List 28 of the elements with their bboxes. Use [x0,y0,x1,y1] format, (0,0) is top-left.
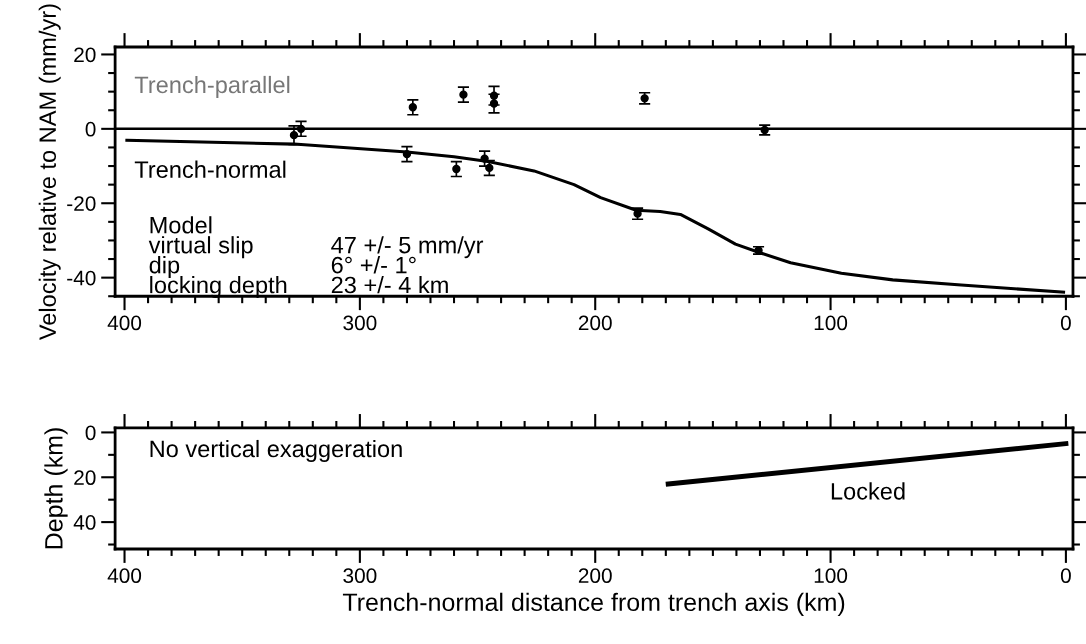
annotation: dip [149,256,180,279]
x-tick-label: 0 [1060,568,1071,584]
y-tick-label: 40 [73,515,96,530]
x-tick-label: 400 [107,315,142,331]
x-tick-label: 400 [107,568,142,584]
x-tick-label: 200 [578,315,612,331]
series-label: Trench-parallel [134,75,290,98]
annotation: 23 +/- 4 km [331,276,448,294]
y-tick-label: 0 [85,121,96,137]
y-tick-label: -20 [67,196,96,211]
x-tick-label: 300 [343,568,377,584]
annotation: No vertical exaggeration [150,439,402,462]
x-tick-label: 0 [1060,315,1071,331]
y-tick-label: -40 [67,270,96,286]
x-tick-label: 100 [814,568,848,584]
y-axis-title: Depth (km) [44,428,68,549]
series-label: Trench-normal [134,160,286,178]
y-tick-label: 20 [74,470,96,486]
x-tick-label: 300 [343,315,377,331]
annotation: Model [150,216,212,234]
annotation: Locked [831,482,905,500]
annotation: locking depth [150,276,287,299]
y-tick-label: 0 [85,425,96,441]
x-tick-label: 200 [578,568,612,584]
y-tick-label: 20 [74,47,96,63]
x-tick-label: 100 [814,315,848,331]
x-axis-title: Trench-normal distance from trench axis (km) [342,592,845,617]
y-axis-title: Velocity relative to NAM (mm/yr) [38,4,61,341]
